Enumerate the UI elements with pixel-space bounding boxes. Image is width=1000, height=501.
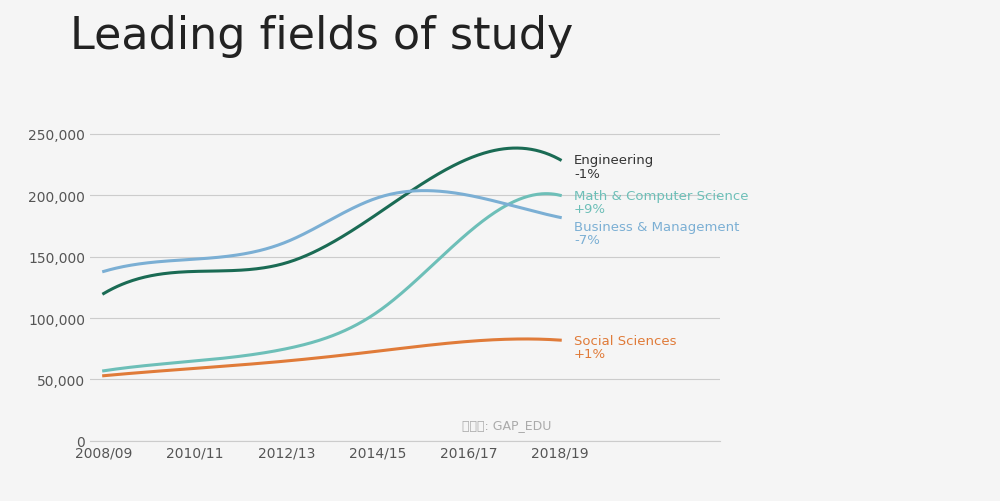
Text: Engineering: Engineering — [574, 154, 654, 167]
Text: -7%: -7% — [574, 233, 600, 246]
Text: -1%: -1% — [574, 167, 600, 180]
Text: Math & Computer Science: Math & Computer Science — [574, 189, 748, 202]
Text: Business & Management: Business & Management — [574, 220, 739, 233]
Text: Leading fields of study: Leading fields of study — [70, 15, 573, 58]
Text: 微信号: GAP_EDU: 微信号: GAP_EDU — [462, 418, 551, 431]
Text: +9%: +9% — [574, 203, 606, 216]
Text: +1%: +1% — [574, 347, 606, 360]
Text: Social Sciences: Social Sciences — [574, 334, 676, 347]
